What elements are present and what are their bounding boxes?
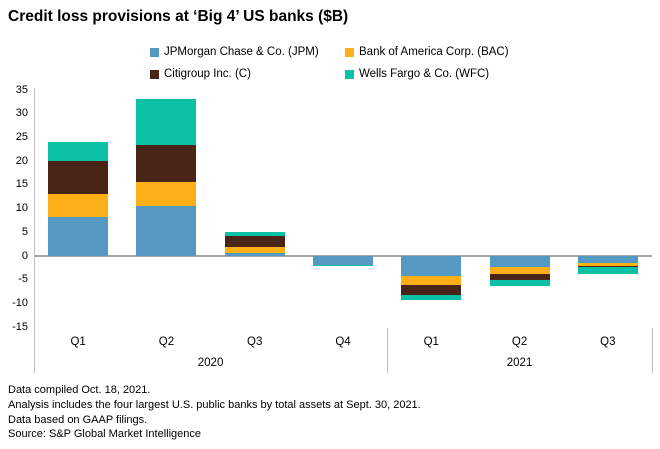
legend: JPMorgan Chase & Co. (JPM) Bank of Ameri… xyxy=(150,41,509,85)
bar-segment xyxy=(224,231,285,236)
year-label: 2020 xyxy=(197,357,224,369)
footnotes: Data compiled Oct. 18, 2021. Analysis in… xyxy=(8,383,421,442)
bar-segment xyxy=(489,256,550,267)
y-tick-label: 0 xyxy=(21,249,28,262)
bar-segment xyxy=(48,160,109,194)
bar-segment xyxy=(401,256,462,276)
bac-color-swatch-icon xyxy=(345,47,354,57)
x-category-label: Q2 xyxy=(511,336,528,348)
y-tick-label: 25 xyxy=(15,130,28,143)
chart-title: Credit loss provisions at ‘Big 4’ US ban… xyxy=(8,8,349,25)
legend-label-wfc: Wells Fargo & Co. (WFC) xyxy=(359,68,490,80)
legend-label-jpm: JPMorgan Chase & Co. (JPM) xyxy=(164,46,319,58)
bar-segment xyxy=(401,284,462,295)
legend-label-bac: Bank of America Corp. (BAC) xyxy=(359,46,509,58)
bar-segment xyxy=(489,274,550,280)
x-category-label: Q2 xyxy=(158,336,175,348)
bar-segment xyxy=(48,193,109,217)
bar-segment xyxy=(489,279,550,286)
x-category-label: Q1 xyxy=(70,336,86,348)
y-tick-label: 20 xyxy=(15,154,28,167)
y-tick-label: 5 xyxy=(21,225,28,238)
bar-segment xyxy=(401,294,462,300)
bar-segment xyxy=(401,275,462,285)
group-separator-line xyxy=(651,328,653,373)
citi-color-swatch-icon xyxy=(150,69,159,79)
x-category-label: Q3 xyxy=(247,336,263,348)
x-category-label: Q4 xyxy=(335,336,351,348)
bar-segment xyxy=(313,265,373,266)
bar-segment xyxy=(313,256,373,265)
bar-segment xyxy=(577,265,638,267)
bar-segment xyxy=(489,266,550,275)
y-tick-label: 30 xyxy=(15,107,28,120)
bar-segment xyxy=(48,141,109,161)
bar-segment xyxy=(577,266,638,274)
bar-segment xyxy=(224,246,285,254)
footnote-analysis: Analysis includes the four largest U.S. … xyxy=(8,398,421,411)
zero-baseline xyxy=(34,255,652,257)
y-tick-label: -5 xyxy=(18,273,28,286)
legend-label-citi: Citigroup Inc. (C) xyxy=(164,68,251,80)
legend-item-bac: Bank of America Corp. (BAC) xyxy=(345,46,509,58)
legend-item-jpm: JPMorgan Chase & Co. (JPM) xyxy=(150,46,345,58)
footnote-compiled: Data compiled Oct. 18, 2021. xyxy=(8,384,151,396)
jpm-color-swatch-icon xyxy=(150,47,159,57)
y-tick-label: -10 xyxy=(12,296,28,309)
footnote-gaap: Data based on GAAP filings. xyxy=(8,413,148,426)
y-axis-line xyxy=(33,88,35,373)
bar-segment xyxy=(577,263,638,266)
bar-segment xyxy=(136,182,197,207)
bar-segment xyxy=(136,99,197,145)
wfc-color-swatch-icon xyxy=(345,69,354,79)
legend-item-citi: Citigroup Inc. (C) xyxy=(150,68,345,80)
bar-segment xyxy=(136,206,197,256)
legend-item-wfc: Wells Fargo & Co. (WFC) xyxy=(345,68,509,80)
bar-segment xyxy=(224,235,285,247)
y-tick-label: 35 xyxy=(15,83,28,96)
year-label: 2021 xyxy=(506,357,533,369)
bar-segment xyxy=(577,256,638,264)
x-category-label: Q3 xyxy=(600,336,616,348)
y-tick-label: -15 xyxy=(12,320,28,333)
y-tick-label: 15 xyxy=(15,178,28,191)
bar-segment xyxy=(48,216,109,256)
x-category-label: Q1 xyxy=(423,336,439,348)
y-tick-label: 10 xyxy=(15,202,28,215)
bar-segment xyxy=(224,253,285,256)
group-separator-line xyxy=(386,328,388,373)
bar-segment xyxy=(136,144,197,182)
footnote-source: Source: S&P Global Market Intelligence xyxy=(8,428,202,441)
